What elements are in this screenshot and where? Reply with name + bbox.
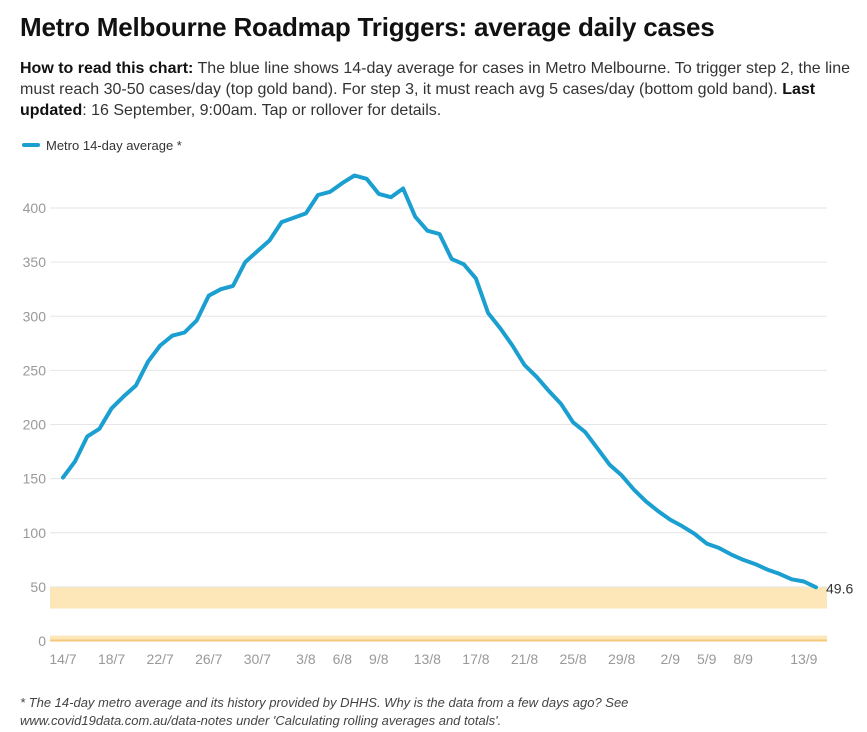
y-tick-label: 300 <box>23 308 47 324</box>
description-text-2: : 16 September, 9:00am. Tap or rollover … <box>82 102 442 119</box>
description-lead: How to read this chart: <box>20 60 194 77</box>
chart-title: Metro Melbourne Roadmap Triggers: averag… <box>20 12 715 42</box>
chart-legend[interactable]: Metro 14-day average * <box>22 137 182 153</box>
footnote: * The 14-day metro average and its histo… <box>20 694 850 730</box>
x-tick-label: 6/8 <box>333 651 353 667</box>
end-value-label: 49.6 <box>826 580 853 596</box>
x-tick-label: 9/8 <box>369 651 389 667</box>
chart-description: How to read this chart: The blue line sh… <box>20 58 860 121</box>
description-text-1: The blue line shows 14-day average for c… <box>20 60 851 98</box>
description-updated-label: Last updated <box>20 81 816 119</box>
x-tick-label: 22/7 <box>147 651 174 667</box>
x-tick-label: 2/9 <box>661 651 681 667</box>
x-tick-label: 8/9 <box>733 651 753 667</box>
line-chart[interactable]: 0 50 100 150 200 250 300 350 400 14/7 18/7 22/7 26/7… <box>0 0 867 690</box>
y-tick-label: 400 <box>23 200 47 216</box>
step2-target-band <box>50 586 827 609</box>
x-tick-label: 14/7 <box>49 651 76 667</box>
y-tick-label: 250 <box>23 362 47 378</box>
x-tick-label: 13/9 <box>790 651 817 667</box>
y-tick-label: 100 <box>23 525 47 541</box>
y-tick-label: 150 <box>23 471 47 487</box>
series-line-metro-14-day-average[interactable] <box>61 173 818 590</box>
y-tick-label: 0 <box>38 633 46 649</box>
footnote-line-2: www.covid19data.com.au/data-notes under … <box>20 713 502 728</box>
legend-swatch <box>22 143 40 147</box>
x-tick-label: 3/8 <box>296 651 316 667</box>
x-tick-label: 21/8 <box>511 651 538 667</box>
x-tick-label: 17/8 <box>462 651 489 667</box>
y-tick-label: 50 <box>30 579 46 595</box>
step3-target-band <box>50 635 827 641</box>
x-tick-label: 5/9 <box>697 651 717 667</box>
legend-label: Metro 14-day average * <box>46 137 182 153</box>
x-tick-label: 29/8 <box>608 651 635 667</box>
x-tick-label: 26/7 <box>195 651 222 667</box>
footnote-line-1: * The 14-day metro average and its histo… <box>20 695 629 710</box>
x-tick-label: 18/7 <box>98 651 125 667</box>
x-tick-label: 30/7 <box>244 651 271 667</box>
y-tick-label: 200 <box>23 417 47 433</box>
x-tick-label: 25/8 <box>559 651 586 667</box>
x-tick-label: 13/8 <box>414 651 441 667</box>
y-tick-label: 350 <box>23 254 47 270</box>
